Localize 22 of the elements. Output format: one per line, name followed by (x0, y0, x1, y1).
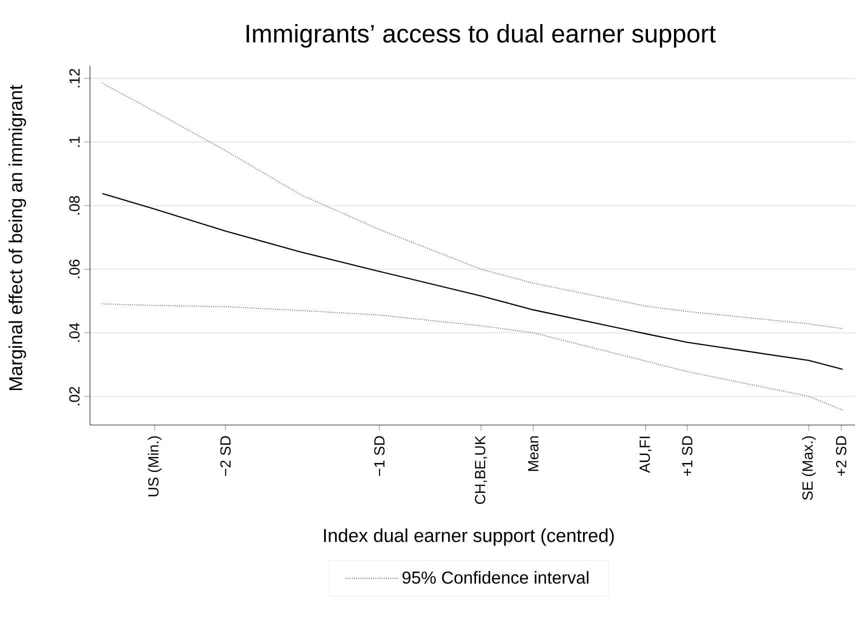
x-tick-label: +2 SD (836, 436, 846, 476)
x-tick-label: Mean (528, 436, 538, 471)
y-tick-label: .1 (70, 136, 80, 147)
x-tick-label: −1 SD (374, 436, 385, 476)
line-series (102, 82, 844, 330)
y-tick-label: .02 (69, 386, 80, 406)
x-tick-label: AU,FI (640, 436, 652, 473)
x-tick-label: CH,BE,UK (474, 436, 488, 504)
legend-label: 95% Confidence interval (402, 571, 588, 584)
y-tick-label: .04 (69, 323, 80, 342)
x-tick-label: +1 SD (682, 436, 692, 476)
x-tick-label: −2 SD (220, 436, 231, 476)
y-tick-label: .06 (69, 260, 80, 278)
x-tick-label: SE (Max.) (802, 436, 816, 500)
y-tick-label: .08 (69, 196, 80, 214)
y-tick-label: .12 (69, 68, 80, 88)
y-axis-title: Marginal effect of being an immigrant (8, 84, 26, 390)
x-axis-title: Index dual earner support (centred) (324, 528, 614, 546)
x-tick-label: US (Min.) (148, 436, 162, 496)
chart-title: Immigrants’ access to dual earner support (246, 24, 716, 48)
line-series (102, 303, 844, 410)
line-series (102, 192, 844, 370)
